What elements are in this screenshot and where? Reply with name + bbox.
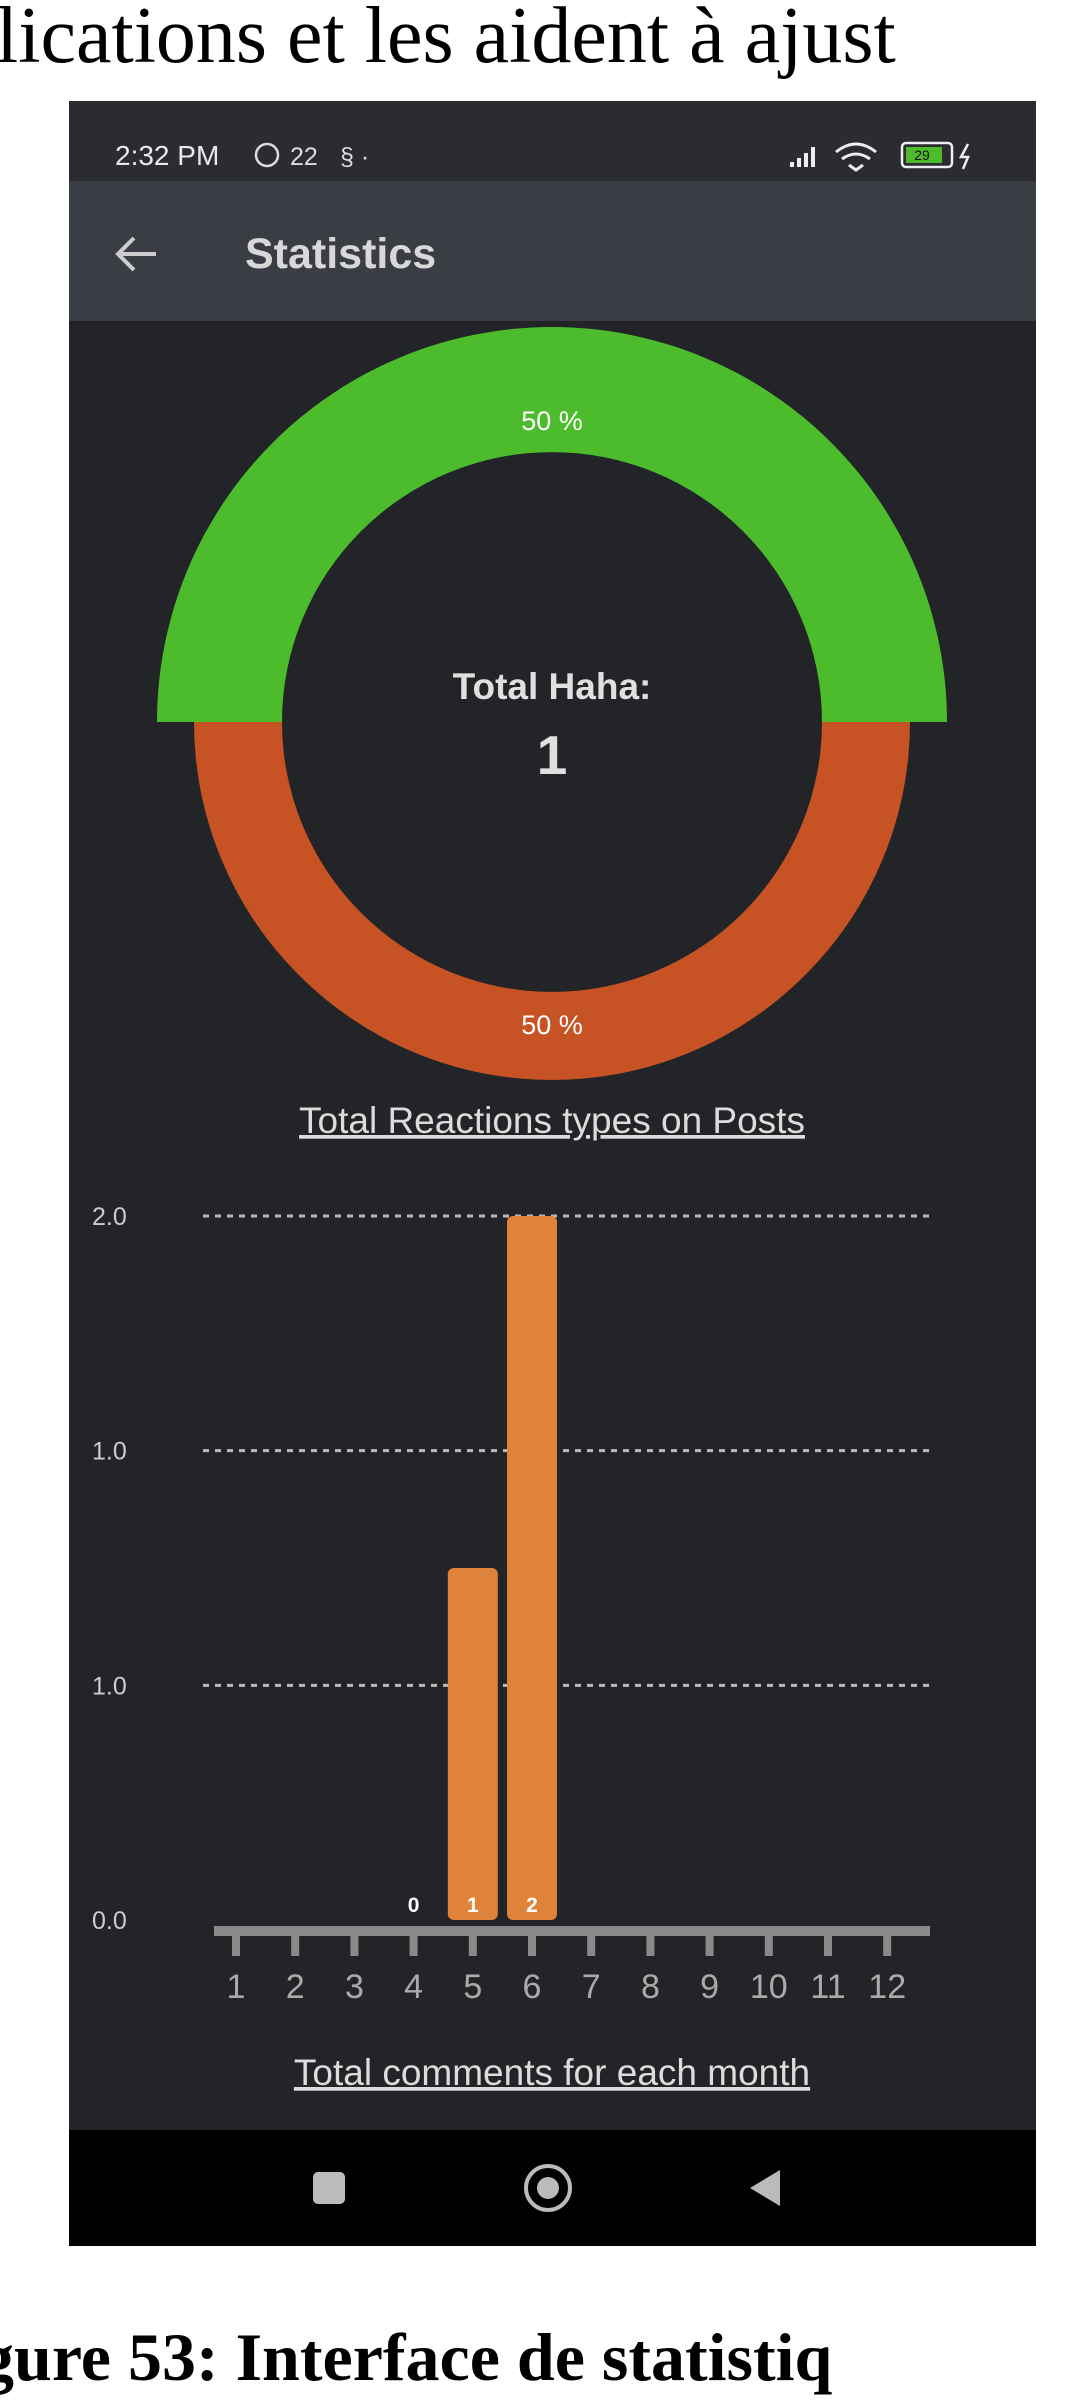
x-tick-label: 6 — [523, 1968, 542, 2006]
x-tick-label: 3 — [345, 1968, 364, 2006]
battery-level — [906, 147, 942, 163]
donut-segment — [194, 722, 910, 1080]
app-bar — [69, 181, 1036, 321]
app-title: Statistics — [245, 230, 436, 278]
charging-icon — [958, 143, 970, 170]
x-tick-label: 11 — [810, 1968, 845, 2006]
recents-button[interactable] — [313, 2172, 345, 2204]
bar — [447, 1568, 498, 1920]
bar — [507, 1216, 557, 1920]
document-text: lications et les aident à ajust — [0, 0, 896, 80]
battery-icon — [900, 141, 954, 169]
x-tick-label: 10 — [750, 1968, 788, 2006]
donut-label: 50 % — [521, 1010, 583, 1040]
notification-icon: § · — [340, 143, 369, 171]
status-time: 2:32 PM — [115, 140, 219, 171]
bar-caption: Total comments for each month — [294, 2052, 810, 2093]
x-tick-label: 1 — [227, 1968, 246, 2006]
x-tick-label: 12 — [868, 1968, 906, 2006]
x-tick-label: 2 — [286, 1968, 305, 2006]
y-tick-label: 1.0 — [92, 1438, 127, 1466]
notification-count: 22 — [290, 143, 318, 171]
y-tick-label: 2.0 — [92, 1203, 127, 1231]
home-button-dot — [537, 2177, 559, 2199]
y-tick-label: 0.0 — [92, 1907, 127, 1935]
home-button[interactable] — [524, 2164, 572, 2212]
x-tick-label: 9 — [700, 1968, 719, 2006]
battery-text: 29 — [914, 147, 930, 163]
x-tick-label: 5 — [463, 1968, 482, 2006]
back-button[interactable] — [115, 236, 156, 272]
data-label: 0 — [408, 1894, 420, 1917]
signal-icon — [790, 147, 815, 167]
x-tick-label: 8 — [641, 1968, 660, 2006]
data-label: 1 — [467, 1894, 479, 1917]
nav-back-button[interactable] — [750, 2170, 780, 2206]
donut-label: 50 % — [521, 406, 583, 436]
donut-segment — [157, 327, 947, 722]
status-bar — [69, 101, 1036, 181]
y-tick-label: 1.0 — [92, 1672, 127, 1700]
figure-caption: gure 53: Interface de statistiq — [0, 2319, 833, 2395]
donut-chart: 50 % 50 % — [157, 327, 947, 1080]
donut-caption: Total Reactions types on Posts — [299, 1100, 805, 1141]
x-tick-label: 4 — [404, 1968, 423, 2006]
data-label: 2 — [526, 1894, 538, 1917]
donut-center-value: 1 — [537, 724, 568, 786]
x-tick-label: 7 — [582, 1968, 601, 2006]
wifi-icon — [835, 142, 877, 172]
donut-center-title: Total Haha: — [453, 666, 652, 707]
whatsapp-icon — [254, 142, 280, 168]
